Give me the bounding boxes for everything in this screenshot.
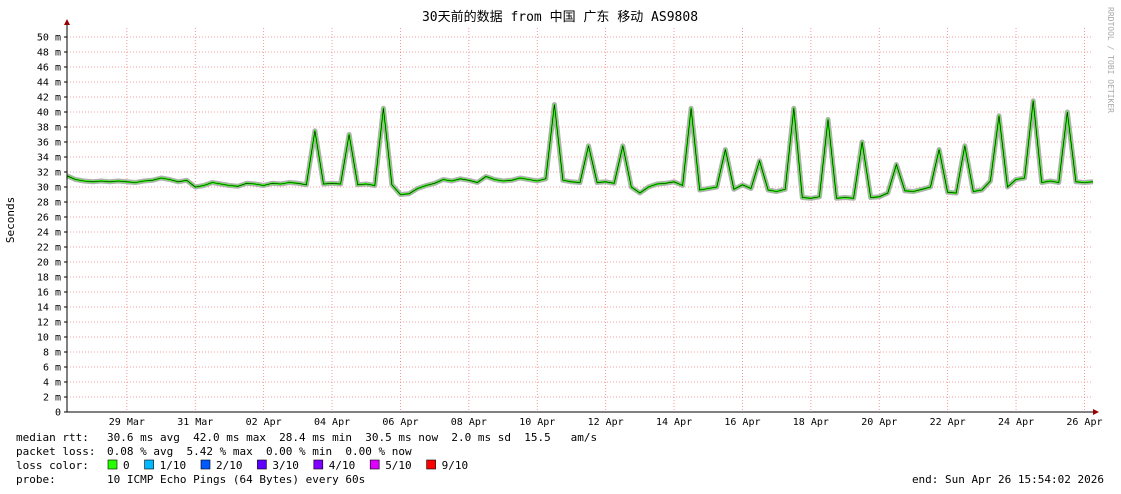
- x-tick-label: 22 Apr: [930, 417, 966, 428]
- legend-label: 3/10: [272, 459, 299, 472]
- y-tick-label: 22 m: [37, 243, 61, 254]
- end-time: end: Sun Apr 26 15:54:02 2026: [912, 473, 1104, 486]
- y-tick-label: 48 m: [37, 48, 61, 59]
- y-tick-label: 42 m: [37, 93, 61, 104]
- legend-label: 0: [123, 459, 130, 472]
- legend-swatch: [107, 459, 118, 470]
- probe-label: probe:: [16, 473, 56, 486]
- y-tick-label: 28 m: [37, 198, 61, 209]
- probe-text: 10 ICMP Echo Pings (64 Bytes) every 60s: [107, 473, 365, 486]
- legend-label: 4/10: [329, 459, 356, 472]
- y-tick-label: 2 m: [43, 393, 61, 404]
- x-tick-label: 06 Apr: [382, 417, 418, 428]
- y-tick-label: 40 m: [37, 108, 61, 119]
- y-tick-label: 36 m: [37, 138, 61, 149]
- y-tick-label: 46 m: [37, 63, 61, 74]
- x-tick-label: 29 Mar: [109, 417, 145, 428]
- x-tick-label: 12 Apr: [588, 417, 624, 428]
- y-tick-label: 44 m: [37, 78, 61, 89]
- stat-text: 0.08 % avg 5.42 % max 0.00 % min 0.00 % …: [107, 445, 412, 458]
- x-tick-label: 08 Apr: [451, 417, 487, 428]
- median-core: [66, 100, 1094, 199]
- stat-text: 30.6 ms avg 42.0 ms max 28.4 ms min 30.5…: [107, 431, 597, 444]
- y-tick-label: 38 m: [37, 123, 61, 134]
- y-tick-label: 18 m: [37, 273, 61, 284]
- stat-label: packet loss:: [16, 445, 95, 458]
- legend-label: 9/10: [442, 459, 469, 472]
- y-tick-label: 26 m: [37, 213, 61, 224]
- watermark: RRDTOOL / TOBI OETIKER: [1106, 7, 1115, 113]
- x-tick-label: 14 Apr: [656, 417, 692, 428]
- y-tick-label: 32 m: [37, 168, 61, 179]
- x-tick-label: 04 Apr: [314, 417, 350, 428]
- y-tick-label: 20 m: [37, 258, 61, 269]
- y-tick-label: 16 m: [37, 288, 61, 299]
- y-tick-label: 4 m: [43, 378, 61, 389]
- loss-label: loss color:: [16, 459, 89, 472]
- x-tick-label: 24 Apr: [998, 417, 1034, 428]
- y-tick-label: 6 m: [43, 363, 61, 374]
- x-tick-label: 26 Apr: [1066, 417, 1102, 428]
- y-tick-label: 14 m: [37, 303, 61, 314]
- legend-swatch: [200, 459, 211, 470]
- x-tick-label: 31 Mar: [177, 417, 213, 428]
- legend-label: 1/10: [160, 459, 187, 472]
- y-tick-label: 24 m: [37, 228, 61, 239]
- y-tick-label: 34 m: [37, 153, 61, 164]
- y-arrow: [64, 19, 70, 25]
- legend-label: 5/10: [385, 459, 412, 472]
- y-tick-label: 30 m: [37, 183, 61, 194]
- y-tick-label: 12 m: [37, 318, 61, 329]
- y-tick-label: 10 m: [37, 333, 61, 344]
- chart-title: 30天前的数据 from 中国 广东 移动 AS9808: [422, 9, 698, 25]
- y-tick-label: 8 m: [43, 348, 61, 359]
- x-tick-label: 18 Apr: [793, 417, 829, 428]
- x-tick-label: 10 Apr: [519, 417, 555, 428]
- x-arrow: [1093, 409, 1099, 415]
- legend-swatch: [426, 459, 436, 470]
- x-tick-label: 02 Apr: [246, 417, 282, 428]
- legend-swatch: [257, 459, 267, 470]
- y-axis-label: Seconds: [4, 197, 17, 243]
- x-tick-label: 20 Apr: [861, 417, 897, 428]
- y-tick-label: 0: [55, 408, 61, 419]
- legend-swatch: [144, 459, 154, 470]
- legend-swatch: [313, 459, 324, 470]
- x-tick-label: 16 Apr: [724, 417, 760, 428]
- y-tick-label: 50 m: [37, 33, 61, 44]
- legend-swatch: [369, 459, 380, 470]
- stat-label: median rtt:: [16, 431, 89, 444]
- legend-label: 2/10: [216, 459, 243, 472]
